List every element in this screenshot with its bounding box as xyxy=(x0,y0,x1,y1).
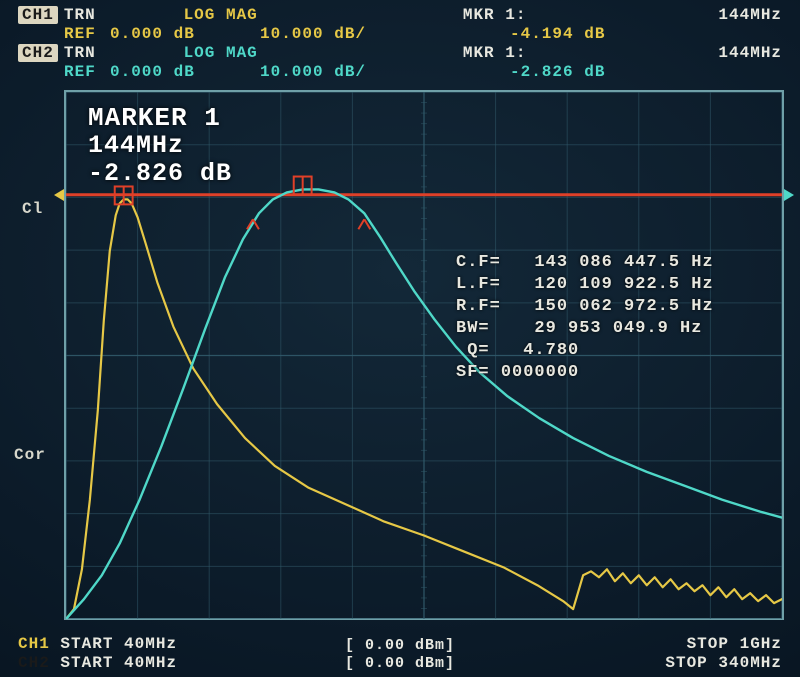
ref-cap-right-icon xyxy=(784,189,794,201)
marker-readout-line1: MARKER 1 xyxy=(88,104,232,132)
marker-readout-line3: -2.826 dB xyxy=(88,160,232,188)
analyzer-screen: CH1 TRN LOG MAG MKR 1: 144MHz REF 0.000 … xyxy=(0,0,800,677)
ch1-badge: CH1 xyxy=(18,6,58,24)
ref-cap-left-icon xyxy=(54,189,64,201)
footer-ch1-badge: CH1 xyxy=(18,635,50,653)
ch2-dbdiv: 10.000 dB/ xyxy=(260,63,400,82)
plot-area: MARKER 1 144MHz -2.826 dB C.F= 143 086 4… xyxy=(64,90,784,620)
footer-ch1-stop: STOP 1GHz xyxy=(687,635,782,654)
ch1-ref-label: REF xyxy=(64,25,110,44)
footer-ch2-start: START 40MHz xyxy=(60,654,177,672)
ch1-mode: TRN xyxy=(64,6,184,25)
ch1-mkr-val: -4.194 dB xyxy=(510,25,630,44)
footer-ch1-start: START 40MHz xyxy=(60,635,177,653)
meas-line-rf: R.F= 150 062 972.5 Hz xyxy=(456,297,714,316)
footer-ch2-stop: STOP 340MHz xyxy=(665,654,782,673)
ch2-ref-val: 0.000 dB xyxy=(110,63,260,82)
marker-readout: MARKER 1 144MHz -2.826 dB xyxy=(88,104,232,188)
meas-line-lf: L.F= 120 109 922.5 Hz xyxy=(456,275,714,294)
ch2-mkr-label: MKR 1: xyxy=(463,44,573,63)
ch2-format: LOG MAG xyxy=(184,44,324,63)
header: CH1 TRN LOG MAG MKR 1: 144MHz REF 0.000 … xyxy=(18,6,782,82)
ch1-freq: 144MHz xyxy=(692,6,782,25)
label-cl: Cl xyxy=(22,200,43,218)
measurements: C.F= 143 086 447.5 Hz L.F= 120 109 922.5… xyxy=(456,252,714,384)
marker-readout-line2: 144MHz xyxy=(88,132,232,160)
footer-dbm: [ 0.00 dBm] [ 0.00 dBm] xyxy=(345,637,455,673)
label-cor: Cor xyxy=(14,446,46,464)
ch2-mode: TRN xyxy=(64,44,184,63)
ch1-mkr-label: MKR 1: xyxy=(463,6,573,25)
ch1-ref-val: 0.000 dB xyxy=(110,25,260,44)
footer-ch2-dbm: [ 0.00 dBm] xyxy=(345,655,455,673)
ch2-mkr-val: -2.826 dB xyxy=(510,63,630,82)
ch2-badge: CH2 xyxy=(18,44,58,62)
footer-ch1-dbm: [ 0.00 dBm] xyxy=(345,637,455,655)
footer-ch2-badge: CH2 xyxy=(18,654,50,672)
ch1-dbdiv: 10.000 dB/ xyxy=(260,25,400,44)
ch1-format: LOG MAG xyxy=(184,6,324,25)
meas-line-bw: BW= 29 953 049.9 Hz xyxy=(456,319,702,338)
footer: CH1 START 40MHz STOP 1GHz CH2 START 40MH… xyxy=(18,635,782,673)
meas-line-sf: SF= 0000000 xyxy=(456,363,579,382)
ch2-ref-label: REF xyxy=(64,63,110,82)
meas-line-cf: C.F= 143 086 447.5 Hz xyxy=(456,253,714,272)
ch2-freq: 144MHz xyxy=(692,44,782,63)
meas-line-q: Q= 4.780 xyxy=(456,341,579,360)
